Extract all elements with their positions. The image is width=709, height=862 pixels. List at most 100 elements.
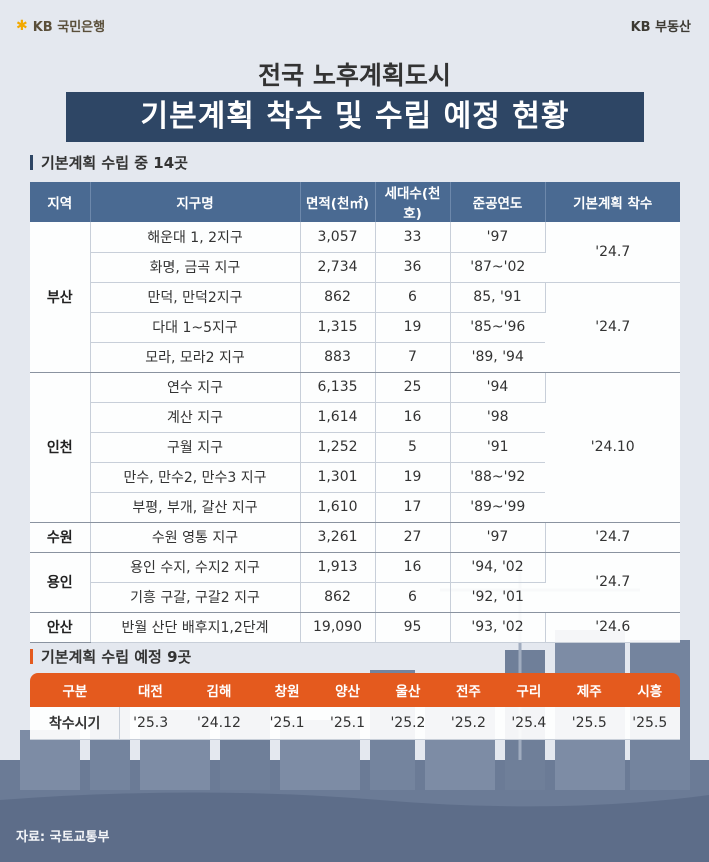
area-cell: 1,315 <box>300 312 376 343</box>
table-row: 수원 수원 영통 지구 3,261 27 '97 '24.7 <box>30 522 680 553</box>
start-cell: '24.7 <box>545 222 680 283</box>
area-cell: 3,261 <box>300 522 376 553</box>
in-progress-table: 지역 지구명 면적(천㎡) 세대수(천호) 준공연도 기본계획 착수 부산 해운… <box>30 182 680 643</box>
start-cell: '25.5 <box>559 707 620 740</box>
year-cell: '91 <box>450 432 545 463</box>
section-heading-planned: 기본계획 수립 예정 9곳 <box>30 646 191 667</box>
start-cell: '25.2 <box>438 707 499 740</box>
area-cell: 6,135 <box>300 372 376 403</box>
year-cell: '89~'99 <box>450 492 545 523</box>
households-cell: 19 <box>375 462 451 493</box>
kb-realestate-logo: KB 부동산 <box>631 16 691 35</box>
district-cell: 수원 영통 지구 <box>90 522 301 553</box>
year-cell: '87~'02 <box>450 252 545 283</box>
area-cell: 1,610 <box>300 492 376 523</box>
households-cell: 25 <box>375 372 451 403</box>
column-header: 시흥 <box>619 673 680 707</box>
table-row: 계산 지구 1,614 16 '98 <box>30 402 680 433</box>
start-cell: '25.5 <box>619 707 680 740</box>
table-row: 만덕, 만덕2지구 862 6 85, '91 '24.7 <box>30 282 680 373</box>
area-cell: 862 <box>300 282 376 313</box>
table-row: 구월 지구 1,252 5 '91 <box>30 432 680 463</box>
households-cell: 17 <box>375 492 451 523</box>
year-cell: '93, '02 <box>450 612 546 643</box>
table-row: 부평, 부개, 갈산 지구 1,610 17 '89~'99 <box>30 492 680 523</box>
start-cell: '24.12 <box>181 707 257 740</box>
start-cell: '24.7 <box>545 522 680 553</box>
start-cell: '24.7 <box>545 552 680 613</box>
district-cell: 구월 지구 <box>90 432 301 463</box>
table-row: 화명, 금곡 지구 2,734 36 '87~'02 <box>30 252 680 283</box>
row-header-cell: 착수시기 <box>30 707 121 740</box>
households-cell: 33 <box>375 222 451 253</box>
column-header: 김해 <box>181 673 257 707</box>
table-row: 만수, 만수2, 만수3 지구 1,301 19 '88~'92 <box>30 462 680 493</box>
start-cell: '24.7 <box>545 282 680 373</box>
households-cell: 95 <box>375 612 451 643</box>
area-cell: 1,913 <box>300 552 376 583</box>
region-cell: 용인 <box>30 552 91 613</box>
area-cell: 19,090 <box>300 612 376 643</box>
source-note: 자료: 국토교통부 <box>16 830 110 845</box>
section-heading-in-progress: 기본계획 수립 중 14곳 <box>30 152 188 173</box>
section-bar <box>30 155 33 170</box>
area-cell: 3,057 <box>300 222 376 253</box>
column-header: 구리 <box>498 673 560 707</box>
section-bar <box>30 649 33 664</box>
area-cell: 1,301 <box>300 462 376 493</box>
area-cell: 883 <box>300 342 376 373</box>
region-cell: 안산 <box>30 612 91 643</box>
region-cell: 인천 <box>30 372 91 523</box>
table-row: 착수시기 '25.3 '24.12 '25.1 '25.1 '25.2 '25.… <box>30 707 680 740</box>
district-cell: 만덕, 만덕2지구 <box>90 282 301 313</box>
column-header: 창원 <box>256 673 318 707</box>
table-row: 다대 1~5지구 1,315 19 '85~'96 <box>30 312 680 343</box>
table-row: 부산 해운대 1, 2지구 3,057 33 '97 '24.7 <box>30 222 680 373</box>
district-cell: 계산 지구 <box>90 402 301 433</box>
district-cell: 모라, 모라2 지구 <box>90 342 301 373</box>
district-cell: 부평, 부개, 갈산 지구 <box>90 492 301 523</box>
column-header: 기본계획 착수 <box>545 182 680 222</box>
section-heading-text: 기본계획 수립 예정 9곳 <box>41 648 192 666</box>
district-cell: 해운대 1, 2지구 <box>90 222 301 253</box>
column-header: 지역 <box>30 182 91 222</box>
district-cell: 기흥 구갈, 구갈2 지구 <box>90 582 301 613</box>
households-cell: 6 <box>375 282 451 313</box>
column-header: 울산 <box>377 673 439 707</box>
region-cell: 수원 <box>30 522 91 553</box>
households-cell: 16 <box>375 402 451 433</box>
year-cell: '94 <box>450 372 546 403</box>
column-header: 전주 <box>438 673 499 707</box>
district-cell: 다대 1~5지구 <box>90 312 301 343</box>
households-cell: 36 <box>375 252 451 283</box>
kb-bank-logo-text: KB 국민은행 <box>32 20 106 35</box>
table-row: 기흥 구갈, 구갈2 지구 862 6 '92, '01 <box>30 582 680 613</box>
start-cell: '25.1 <box>317 707 378 740</box>
year-cell: '88~'92 <box>450 462 545 493</box>
district-cell: 화명, 금곡 지구 <box>90 252 301 283</box>
district-cell: 연수 지구 <box>90 372 301 403</box>
kb-bank-logo: ✱ KB 국민은행 <box>16 16 106 36</box>
column-header: 제주 <box>559 673 620 707</box>
district-cell: 반월 산단 배후지1,2단계 <box>90 612 301 643</box>
households-cell: 7 <box>375 342 451 373</box>
year-cell: '94, '02 <box>450 552 546 583</box>
column-header: 면적(천㎡) <box>300 182 376 222</box>
households-cell: 5 <box>375 432 451 463</box>
table-row: 모라, 모라2 지구 883 7 '89, '94 <box>30 342 680 373</box>
district-cell: 용인 수지, 수지2 지구 <box>90 552 301 583</box>
planned-table: 구분 대전 김해 창원 양산 울산 전주 구리 제주 시흥 착수시기 '25.3… <box>30 673 680 740</box>
start-cell: '25.4 <box>498 707 560 740</box>
area-cell: 1,252 <box>300 432 376 463</box>
households-cell: 16 <box>375 552 451 583</box>
year-cell: '89, '94 <box>450 342 545 373</box>
column-header: 준공연도 <box>450 182 546 222</box>
start-cell: '24.10 <box>545 372 680 523</box>
start-cell: '25.3 <box>119 707 182 740</box>
table-row: 인천 연수 지구 6,135 25 '94 '24.10 <box>30 372 680 523</box>
page-subtitle: 전국 노후계획도시 <box>258 61 451 90</box>
section-heading-text: 기본계획 수립 중 14곳 <box>41 154 188 172</box>
year-cell: '85~'96 <box>450 312 545 343</box>
year-cell: '98 <box>450 402 545 433</box>
table-row: 안산 반월 산단 배후지1,2단계 19,090 95 '93, '02 '24… <box>30 612 680 643</box>
